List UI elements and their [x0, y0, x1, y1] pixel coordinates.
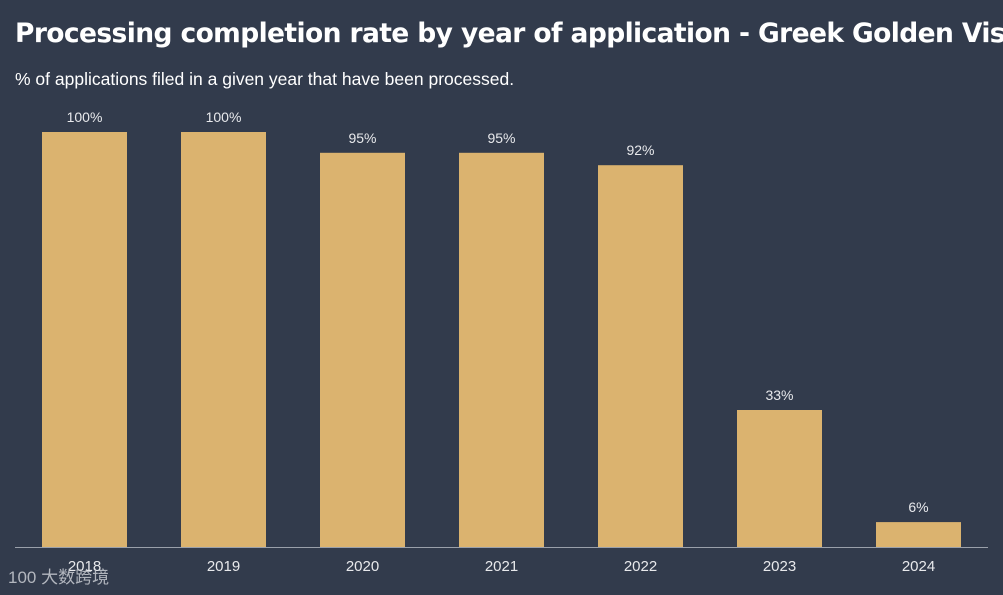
bar-2023: [737, 410, 822, 547]
bar-2020: [320, 152, 405, 548]
watermark: 100 大数跨境: [8, 563, 109, 588]
data-label-2020: 95%: [348, 130, 376, 146]
data-label-2021: 95%: [487, 130, 515, 146]
chart-subtitle: % of applications filed in a given year …: [15, 69, 515, 89]
bar-2022: [598, 165, 683, 547]
bar-2019: [181, 132, 266, 547]
bar-2021: [459, 152, 544, 548]
chart-title: Processing completion rate by year of ap…: [15, 18, 1003, 49]
data-label-2022: 92%: [626, 142, 654, 158]
x-tick-label-2020: 2020: [346, 558, 379, 575]
x-tick-label-2018: 2018: [68, 558, 101, 575]
watermark-logo: 100: [8, 568, 37, 587]
data-label-2019: 100%: [206, 109, 242, 125]
data-label-2018: 100%: [67, 109, 103, 125]
x-tick-label-2023: 2023: [763, 558, 796, 575]
data-label-2023: 33%: [765, 387, 793, 403]
bar-2018: [42, 132, 127, 547]
bar-2024: [876, 522, 961, 547]
x-tick-label-2021: 2021: [485, 558, 518, 575]
x-tick-label-2019: 2019: [207, 558, 240, 575]
watermark-text: 大数跨境: [41, 568, 110, 587]
x-tick-label-2022: 2022: [624, 558, 657, 575]
x-tick-label-2024: 2024: [902, 558, 935, 575]
data-label-2024: 6%: [908, 499, 928, 515]
